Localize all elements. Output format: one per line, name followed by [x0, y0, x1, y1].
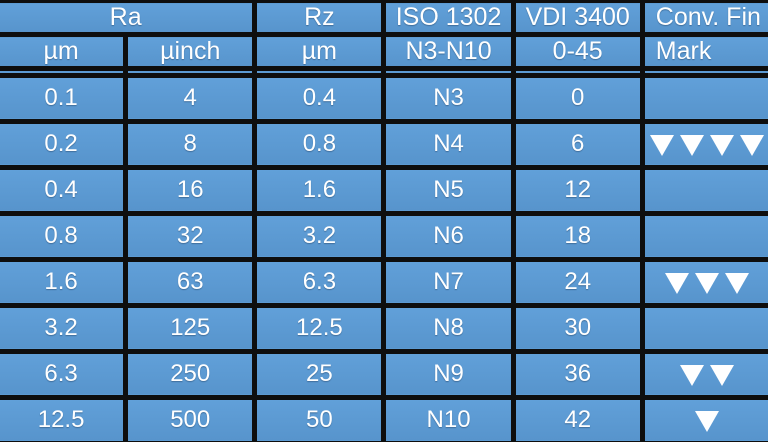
cell-ra-um: 0.4 [0, 164, 129, 216]
cell-iso-1302: N9 [381, 348, 516, 400]
spacer-row [0, 66, 768, 78]
triangle-down-icon [649, 134, 674, 156]
cell-finish-mark [639, 210, 768, 262]
triangle-down-icon [679, 134, 704, 156]
triangle-down-icon [724, 272, 749, 294]
cell-rz-um: 1.6 [252, 164, 387, 216]
cell-vdi-3400: 0 [510, 72, 645, 124]
cell-ra-uinch: 125 [123, 302, 258, 354]
col-group-ra: Ra [0, 0, 258, 37]
cell-ra-uinch: 4 [123, 72, 258, 124]
cell-finish-mark [639, 72, 768, 124]
cell-finish-mark [639, 164, 768, 216]
table-body: 0.1 4 0.4 N3 0 0.2 8 0.8 N4 6 0.4 16 1.6 N5 12 0.8 32 3.2… [0, 66, 768, 442]
cell-ra-um: 1.6 [0, 256, 129, 308]
col-header-mark: Mark [639, 32, 768, 71]
cell-vdi-3400: 18 [510, 210, 645, 262]
cell-vdi-3400: 12 [510, 164, 645, 216]
cell-rz-um: 50 [252, 394, 387, 442]
table-row: 0.4 16 1.6 N5 12 [0, 164, 768, 216]
cell-ra-um: 0.1 [0, 72, 129, 124]
table-row: 0.8 32 3.2 N6 18 [0, 210, 768, 262]
cell-finish-mark [639, 348, 768, 400]
header-row-groups: Ra Rz ISO 1302 VDI 3400 Conv. Fin [0, 0, 768, 37]
cell-rz-um: 0.8 [252, 118, 387, 170]
col-header-ra-uinch: µinch [123, 32, 258, 71]
triangle-down-icon [694, 272, 719, 294]
cell-rz-um [252, 66, 387, 78]
col-group-iso-1302: ISO 1302 [381, 0, 516, 37]
cell-iso-1302: N10 [381, 394, 516, 442]
cell-ra-um: 6.3 [0, 348, 129, 400]
col-header-vdi-range: 0-45 [510, 32, 645, 71]
table-row: 1.6 63 6.3 N7 24 [0, 256, 768, 308]
cell-rz-um: 0.4 [252, 72, 387, 124]
cell-iso-1302: N4 [381, 118, 516, 170]
triangle-down-icon [679, 364, 704, 386]
table-row: 3.2 125 12.5 N8 30 [0, 302, 768, 354]
header-row-units: µm µinch µm N3-N10 0-45 Mark [0, 32, 768, 71]
cell-finish-mark [639, 118, 768, 170]
table-row: 0.2 8 0.8 N4 6 [0, 118, 768, 170]
triangle-down-icon [664, 272, 689, 294]
cell-vdi-3400 [510, 66, 645, 78]
cell-rz-um: 12.5 [252, 302, 387, 354]
cell-ra-uinch: 250 [123, 348, 258, 400]
cell-rz-um: 25 [252, 348, 387, 400]
cell-finish-mark [639, 302, 768, 354]
cell-vdi-3400: 24 [510, 256, 645, 308]
cell-iso-1302 [381, 66, 516, 78]
cell-iso-1302: N7 [381, 256, 516, 308]
cell-ra-uinch: 500 [123, 394, 258, 442]
cell-finish-mark [639, 394, 768, 442]
cell-ra-um: 3.2 [0, 302, 129, 354]
triangle-down-icon [694, 410, 719, 432]
cell-vdi-3400: 30 [510, 302, 645, 354]
triangle-down-icon [709, 134, 734, 156]
table-row: 12.5 500 50 N10 42 [0, 394, 768, 442]
cell-ra-uinch: 8 [123, 118, 258, 170]
cell-rz-um: 3.2 [252, 210, 387, 262]
col-group-conv-fin: Conv. Fin [639, 0, 768, 37]
col-group-vdi-3400: VDI 3400 [510, 0, 645, 37]
col-header-ra-um: µm [0, 32, 129, 71]
cell-ra-um: 0.8 [0, 210, 129, 262]
cell-finish-mark [639, 66, 768, 78]
cell-iso-1302: N5 [381, 164, 516, 216]
cell-ra-um: 12.5 [0, 394, 129, 442]
triangle-down-icon [709, 364, 734, 386]
cell-vdi-3400: 6 [510, 118, 645, 170]
triangle-down-icon [739, 134, 764, 156]
cell-iso-1302: N3 [381, 72, 516, 124]
cell-finish-mark [639, 256, 768, 308]
col-header-rz-um: µm [252, 32, 387, 71]
cell-rz-um: 6.3 [252, 256, 387, 308]
cell-vdi-3400: 36 [510, 348, 645, 400]
col-group-rz: Rz [252, 0, 387, 37]
cell-ra-uinch: 63 [123, 256, 258, 308]
cell-iso-1302: N6 [381, 210, 516, 262]
cell-ra-uinch: 16 [123, 164, 258, 216]
cell-iso-1302: N8 [381, 302, 516, 354]
cell-ra-uinch: 32 [123, 210, 258, 262]
cell-vdi-3400: 42 [510, 394, 645, 442]
cell-ra-um: 0.2 [0, 118, 129, 170]
table-row: 0.1 4 0.4 N3 0 [0, 72, 768, 124]
cell-ra-um [0, 66, 129, 78]
table-header: Ra Rz ISO 1302 VDI 3400 Conv. Fin µm µin… [0, 0, 768, 71]
cell-ra-uinch [123, 66, 258, 78]
col-header-iso-range: N3-N10 [381, 32, 516, 71]
table-row: 6.3 250 25 N9 36 [0, 348, 768, 400]
